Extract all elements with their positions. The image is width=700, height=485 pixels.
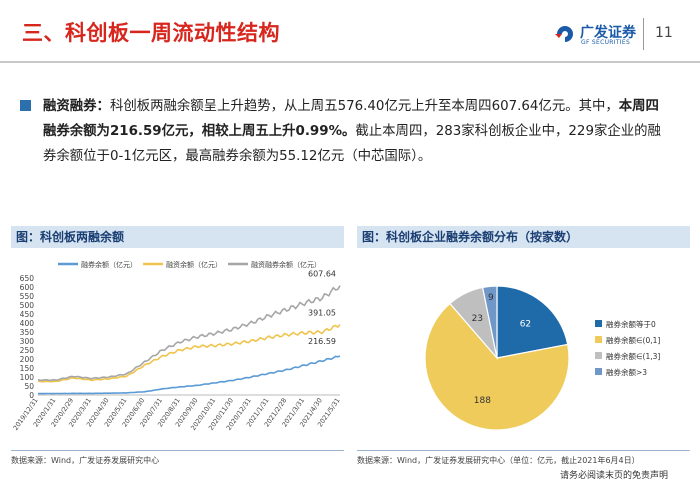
pie-slice-label: 188 [474, 396, 491, 406]
summary-text-1: 科创板两融余额呈上升趋势，从上周五576.40亿元上升至本周四607.64亿元。… [109, 99, 619, 114]
header-rule [0, 61, 700, 63]
header-divider [643, 18, 644, 50]
logo-english-text: GF SECURITIES [581, 39, 631, 46]
series-end-label: 216.59 [308, 337, 336, 346]
y-tick-label: 400 [20, 319, 35, 328]
series-line [37, 355, 341, 395]
gf-logo-icon [555, 26, 573, 42]
y-tick-label: 600 [20, 283, 35, 292]
series-line [37, 285, 341, 382]
legend-label: 融券余额>3 [606, 367, 647, 377]
y-tick-label: 100 [20, 373, 35, 382]
y-tick-label: 0 [29, 391, 34, 400]
legend-swatch [595, 352, 602, 359]
summary-text-2: 截止本周四，283家科创板企业中，229家企业的融券余额位于0-1亿元区，最高融… [43, 124, 661, 164]
y-tick-label: 450 [20, 310, 35, 319]
pie-slice [424, 302, 570, 431]
legend-swatch [595, 336, 602, 343]
series-line [37, 324, 341, 383]
pie-slice-label: 9 [488, 293, 494, 303]
legend-label: 融资融券余额（亿元） [251, 260, 321, 269]
page-title: 三、科创板一周流动性结构 [22, 21, 280, 45]
legend-label: 融资余额（亿元） [166, 260, 222, 269]
summary-highlight: 本周四融券余额为216.59亿元，相较上周五上升0.99%。 [43, 99, 659, 139]
source-note-left: 数据来源：Wind，广发证券发展研究中心 [11, 456, 160, 465]
line-chart-title: 图：科创板两融余额 [11, 226, 344, 248]
source-divider-right [357, 450, 690, 451]
legend-swatch [595, 320, 602, 327]
summary-paragraph: 融资融券：科创板两融余额呈上升趋势，从上周五576.40亿元上升至本周四607.… [43, 94, 663, 169]
y-tick-label: 650 [20, 274, 35, 283]
gf-securities-logo: 广发证券 GF SECURITIES [553, 22, 636, 48]
y-tick-label: 550 [20, 292, 35, 301]
source-divider-left [11, 450, 344, 451]
legend-label: 融券余额∈(1,3] [606, 351, 660, 361]
pie-chart-title: 图：科创板企业融券余额分布（按家数） [357, 226, 690, 248]
series-end-label: 391.05 [308, 309, 336, 318]
y-tick-label: 50 [24, 382, 34, 391]
legend-swatch [595, 368, 602, 375]
source-note-right: 数据来源：Wind，广发证券发展研究中心（单位：亿元，截止2021年6月4日） [357, 456, 640, 465]
pie-slice [481, 285, 498, 359]
pie-slice-label: 62 [520, 320, 531, 330]
bullet-square-icon [20, 100, 31, 111]
logo-chinese-text: 广发证券 [580, 25, 636, 41]
y-tick-label: 250 [20, 346, 35, 355]
y-tick-label: 150 [20, 364, 35, 373]
disclaimer: 请务必阅读末页的免责声明 [560, 471, 669, 481]
pie-slice-label: 23 [472, 314, 483, 324]
legend-label: 融券余额（亿元） [81, 260, 137, 269]
summary-label: 融资融券： [43, 99, 110, 114]
pie-slice [496, 285, 569, 359]
y-tick-label: 350 [20, 328, 35, 337]
y-tick-label: 300 [20, 337, 35, 346]
page-number: 11 [655, 25, 673, 41]
legend-label: 融券余额∈(0,1] [606, 335, 660, 345]
legend-label: 融券余额等于0 [606, 319, 656, 329]
y-tick-label: 200 [20, 355, 35, 364]
series-end-label: 607.64 [308, 270, 336, 279]
short-balance-pie-chart: 62 188 23 9 融券余额等于0 融券余额∈(0,1] 融券余额∈(1,3] 融券余额>… [424, 285, 660, 431]
y-tick-label: 500 [20, 301, 35, 310]
